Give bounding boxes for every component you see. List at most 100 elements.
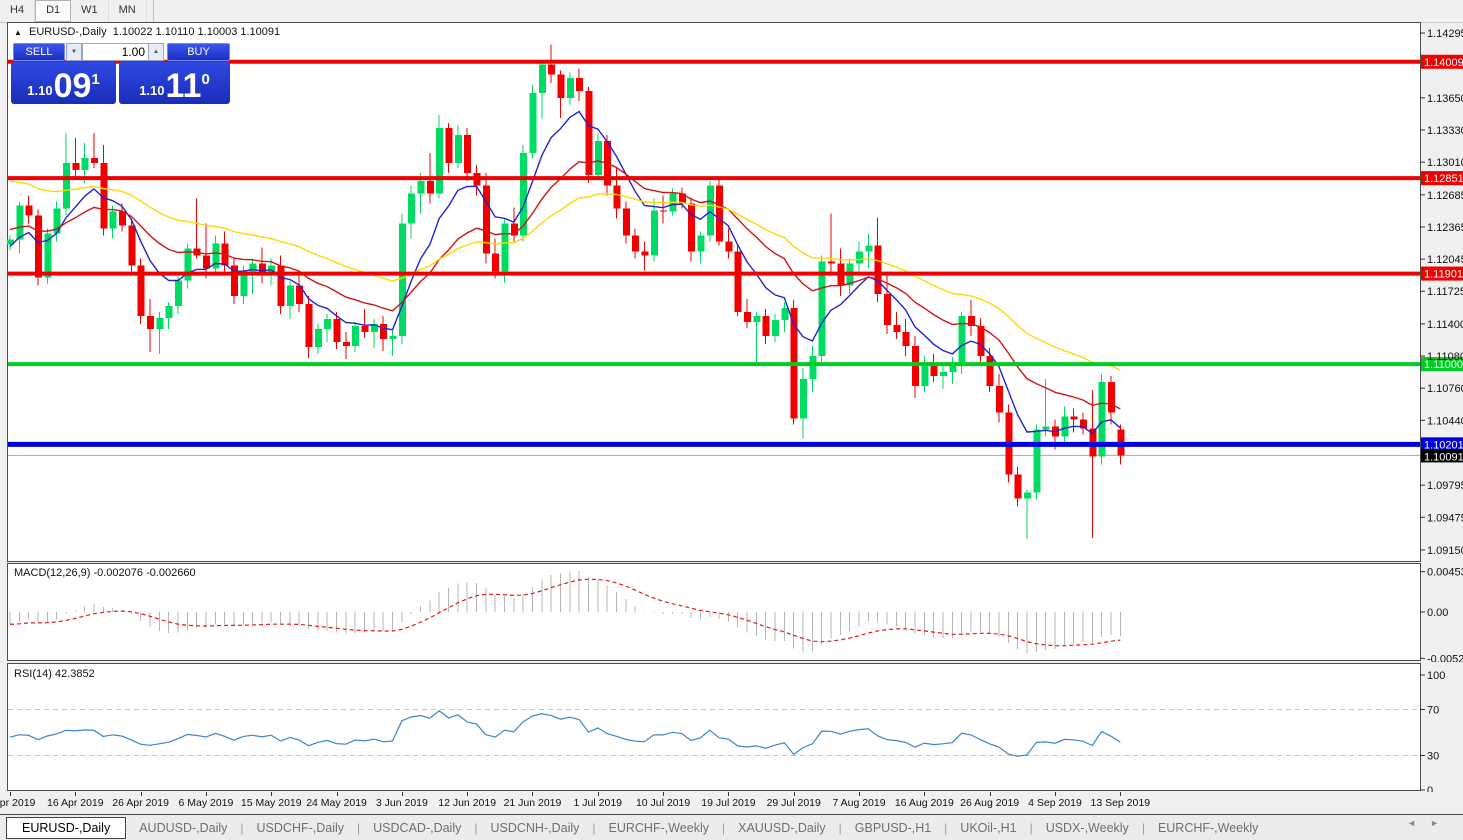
date-tick-label: 26 Aug 2019	[960, 797, 1020, 809]
symbol-tab-xauusd-daily[interactable]: XAUUSD-,Daily	[738, 820, 826, 835]
symbol-tab-usdcad-daily[interactable]: USDCAD-,Daily	[373, 820, 462, 835]
symbol-tab-usdchf-daily[interactable]: USDCHF-,Daily	[256, 820, 345, 835]
bid-price-label	[1421, 449, 1463, 463]
sell-price-pipette: 1	[91, 71, 100, 88]
tab-separator: |	[357, 820, 361, 835]
level-price-label	[1421, 266, 1463, 281]
ema-mid-line	[9, 160, 1121, 410]
symbol-tab-audusd-daily[interactable]: AUDUSD-,Daily	[139, 820, 228, 835]
date-tick	[793, 792, 795, 796]
macd-tick-label: -0.005205	[1427, 653, 1463, 662]
svg-text:1.14009: 1.14009	[1424, 57, 1463, 69]
date-tick	[140, 792, 142, 796]
price-tick-label: 1.09795	[1427, 480, 1463, 492]
price-tick-label: 1.11400	[1427, 319, 1463, 331]
sell-price-prefix: 1.10	[27, 83, 53, 98]
date-tick	[597, 792, 599, 796]
rsi-tick-label: 0	[1427, 785, 1433, 792]
macd-indicator-chart[interactable]: 0.004536 0.00 -0.005205	[0, 562, 1463, 662]
date-tick-label: 7 Aug 2019	[832, 797, 886, 809]
date-tick	[336, 792, 338, 796]
price-tick-label: 1.09475	[1427, 512, 1463, 524]
timeframe-button-h4[interactable]: H4	[0, 0, 36, 22]
level-price-label	[1421, 437, 1463, 452]
price-tick-label: 1.11725	[1427, 286, 1463, 298]
date-tick-label: 6 May 2019	[178, 797, 234, 809]
tab-separator: |	[474, 820, 478, 835]
volume-decrease-icon[interactable]: ▼	[66, 43, 82, 61]
chart-title: ▲ EURUSD-,Daily 1.10022 1.10110 1.10003 …	[14, 26, 280, 38]
rsi-tick-label: 30	[1427, 751, 1439, 763]
tab-separator: |	[240, 820, 244, 835]
date-tick-label: 7 Apr 2019	[0, 797, 36, 809]
buy-price-pipette: 0	[201, 71, 210, 88]
ema-fast-line	[9, 110, 1121, 435]
timeframe-button-w1[interactable]: W1	[71, 0, 109, 22]
tab-scroll-left-icon[interactable]: ◄	[1407, 818, 1431, 828]
sell-price-display[interactable]: 1.10 09 1	[11, 62, 116, 104]
date-tick-label: 13 Sep 2019	[1090, 797, 1151, 809]
sell-price-big-digits: 09	[53, 67, 92, 105]
chart-symbol-period: EURUSD-,Daily	[28, 26, 107, 38]
date-tick	[859, 792, 861, 796]
volume-input[interactable]	[82, 43, 149, 61]
sell-button[interactable]: SELL	[13, 43, 65, 61]
symbol-tab-eurusd-daily[interactable]: EURUSD-,Daily	[6, 816, 127, 839]
ohlc-readout: 1.10022 1.10110 1.10003 1.10091	[112, 26, 281, 38]
tab-separator: |	[1141, 820, 1145, 835]
date-tick	[1120, 792, 1122, 796]
tab-separator: |	[944, 820, 948, 835]
rsi-indicator-chart[interactable]: 100 70 30 0	[0, 662, 1463, 792]
buy-price-big-digits: 11	[165, 67, 202, 105]
tab-scroll-arrows: ◄►	[1407, 818, 1453, 828]
date-tick	[728, 792, 730, 796]
ema-slow-line	[9, 180, 1121, 371]
timeframe-button-mn[interactable]: MN	[109, 0, 147, 22]
symbol-tab-eurchf-weekly[interactable]: EURCHF-,Weekly	[1157, 820, 1259, 835]
date-tick-label: 19 Jul 2019	[701, 797, 756, 809]
macd-tick-label: 0.004536	[1427, 567, 1463, 579]
tab-separator: |	[1029, 820, 1033, 835]
date-tick-label: 16 Aug 2019	[894, 797, 954, 809]
date-tick-label: 4 Sep 2019	[1028, 797, 1082, 809]
symbol-tab-ukoil-h1[interactable]: UKOil-,H1	[960, 820, 1017, 835]
date-tick	[532, 792, 534, 796]
svg-text:1.12851: 1.12851	[1424, 173, 1463, 185]
buy-button[interactable]: BUY	[167, 43, 230, 61]
collapse-triangle-icon[interactable]: ▲	[14, 28, 22, 37]
date-tick-label: 12 Jun 2019	[438, 797, 497, 809]
buy-price-prefix: 1.10	[139, 83, 165, 98]
date-tick-label: 10 Jul 2019	[635, 797, 691, 809]
price-chart[interactable]: 1.140091.128511.119011.110001.102011.100…	[0, 22, 1463, 562]
volume-increase-icon[interactable]: ▲	[148, 43, 164, 61]
date-tick	[1054, 792, 1056, 796]
level-price-label	[1421, 54, 1463, 69]
price-tick-label: 1.13650	[1427, 93, 1463, 105]
price-tick-label: 1.14295	[1427, 28, 1463, 40]
timeframe-button-d1[interactable]: D1	[35, 0, 72, 22]
macd-label: MACD(12,26,9) -0.002076 -0.002660	[14, 567, 196, 579]
date-axis: 7 Apr 2019 16 Apr 2019 26 Apr 2019 6 May 20…	[0, 792, 1463, 814]
rsi-label: RSI(14) 42.3852	[14, 668, 95, 680]
symbol-tab-gbpusd-h1[interactable]: GBPUSD-,H1	[854, 820, 932, 835]
one-click-trade-panel: SELL ▼ ▲ BUY 1.10 09 1 1.10 11 0	[11, 42, 230, 104]
macd-histogram	[9, 570, 1121, 654]
buy-price-display[interactable]: 1.10 11 0	[119, 62, 230, 104]
rsi-line	[9, 710, 1121, 757]
symbol-tab-bar: EURUSD-,Daily AUDUSD-,Daily | USDCHF-,Daily…	[0, 814, 1463, 840]
svg-text:1.11901: 1.11901	[1424, 269, 1463, 281]
date-tick	[401, 792, 403, 796]
symbol-tab-usdx-weekly[interactable]: USDX-,Weekly	[1045, 820, 1129, 835]
symbol-tab-usdcnh-daily[interactable]: USDCNH-,Daily	[490, 820, 580, 835]
date-tick	[467, 792, 469, 796]
tab-scroll-right-icon[interactable]: ►	[1430, 818, 1453, 828]
svg-text:1.10091: 1.10091	[1424, 451, 1463, 463]
price-tick-label: 1.12045	[1427, 254, 1463, 266]
toolbar-separator	[147, 0, 154, 22]
date-tick	[75, 792, 77, 796]
tab-separator: |	[592, 820, 596, 835]
price-tick-label: 1.13330	[1427, 125, 1463, 137]
date-tick-label: 21 Jun 2019	[503, 797, 562, 809]
date-tick	[663, 792, 665, 796]
symbol-tab-eurchf-weekly[interactable]: EURCHF-,Weekly	[608, 820, 709, 835]
